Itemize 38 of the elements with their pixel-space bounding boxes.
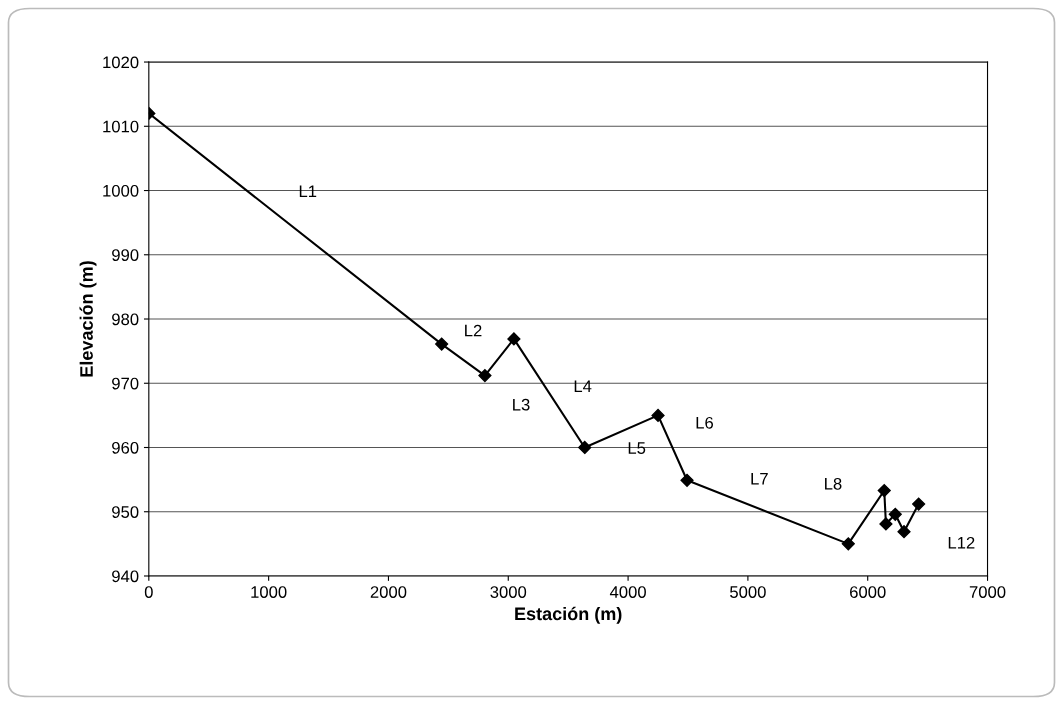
- x-tick-label: 2000: [370, 586, 407, 598]
- annotation: L2: [465, 324, 482, 337]
- annotation: L8: [825, 477, 842, 490]
- y-tick-label: 1020: [103, 56, 139, 69]
- x-tick-label: 7000: [969, 586, 1006, 598]
- point: [877, 483, 891, 498]
- point: [912, 497, 926, 511]
- annotation: L6: [696, 416, 714, 429]
- point: [841, 537, 855, 551]
- y-tick-label: 970: [112, 377, 139, 390]
- annotation: L12: [948, 536, 975, 549]
- x-tick-label: 4000: [609, 586, 646, 598]
- x-tick-label: 5000: [730, 586, 766, 598]
- point: [651, 408, 665, 422]
- y-tick-label: 1010: [103, 120, 139, 133]
- point: [478, 368, 492, 383]
- annotation: L7: [751, 472, 768, 485]
- point: [897, 525, 911, 539]
- point: [435, 337, 449, 351]
- x-axis-title: Estación (m): [515, 606, 622, 624]
- annotation: L4: [574, 380, 592, 392]
- y-axis-title: Elevación (m): [79, 261, 97, 377]
- x-tick-label: 1000: [251, 586, 287, 598]
- y-tick-label: 990: [112, 249, 139, 261]
- x-tick-label: 6000: [850, 586, 886, 598]
- point: [888, 507, 902, 521]
- point: [507, 332, 521, 346]
- x-tick-label: 0: [144, 586, 153, 598]
- point: [680, 473, 694, 487]
- y-tick-label: 960: [112, 441, 139, 454]
- x-tick-label: 3000: [490, 586, 527, 598]
- point: [879, 517, 893, 531]
- y-tick-label: 1000: [103, 184, 139, 197]
- point: [578, 440, 592, 455]
- y-tick-label: 950: [112, 506, 139, 518]
- y-tick-label: 940: [112, 570, 139, 583]
- annotation: L3: [513, 398, 530, 411]
- y-tick-label: 980: [112, 313, 139, 326]
